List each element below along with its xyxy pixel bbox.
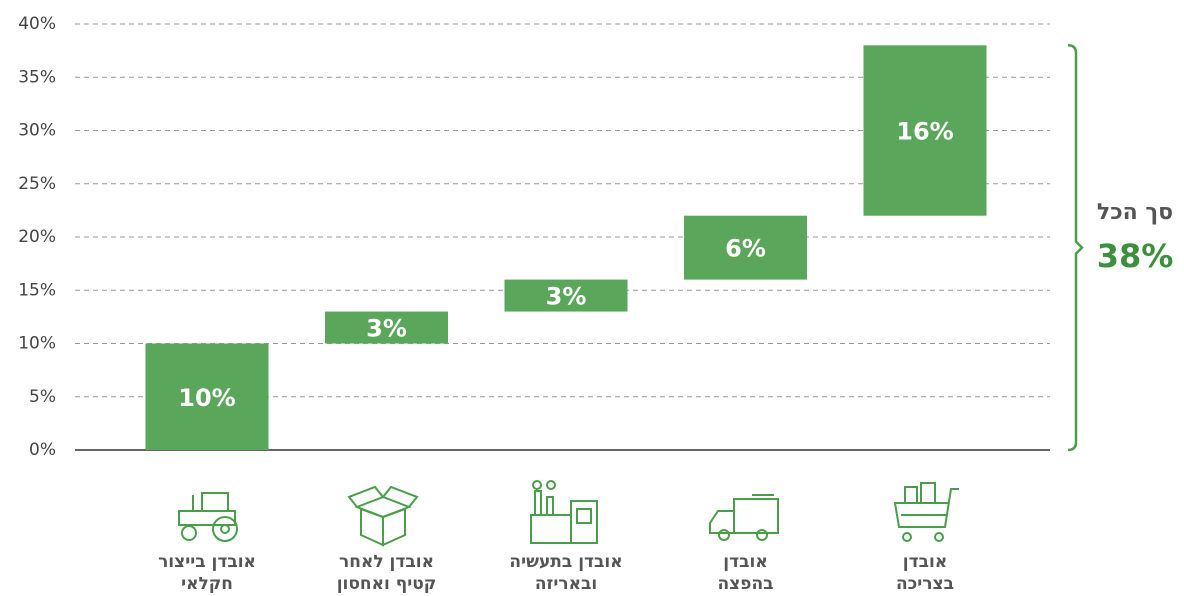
total-value: 38% (1097, 237, 1174, 275)
factory-icon (530, 480, 598, 544)
bar (684, 215, 807, 280)
x-tick-label: אובדן בייצור (158, 552, 256, 572)
box-icon (347, 485, 419, 547)
truck-icon (709, 494, 779, 541)
value-label: 16% (896, 118, 953, 146)
y-tick-label: 15% (18, 280, 56, 300)
bar (325, 311, 448, 344)
cart-icon (893, 482, 959, 542)
bar (504, 279, 628, 312)
x-tick-label: ובאריזה (535, 574, 597, 594)
y-tick-label: 5% (29, 387, 56, 407)
x-tick-label: אובדן בתעשיה (509, 552, 622, 572)
value-label: 3% (366, 315, 407, 343)
y-tick-label: 0% (29, 440, 56, 460)
x-tick-label: בהפצה (717, 574, 773, 594)
x-tick-label: אובדן (723, 552, 767, 572)
y-tick-label: 25% (18, 174, 56, 194)
total-label: סך הכל (1097, 200, 1173, 225)
x-tick-label: חקלאי (181, 574, 233, 594)
y-tick-label: 40% (18, 14, 56, 34)
x-tick-label: בצריכה (896, 574, 954, 594)
x-tick-label: קטיף ואחסון (337, 574, 437, 594)
value-label: 10% (178, 384, 235, 412)
y-tick-label: 30% (18, 121, 56, 141)
bar (145, 343, 269, 450)
tractor-icon (178, 492, 238, 542)
value-label: 3% (546, 283, 587, 311)
bar (863, 45, 987, 216)
value-label: 6% (725, 235, 766, 263)
total-bracket (1067, 44, 1084, 452)
icons (178, 480, 959, 547)
x-tick-label: אובדן (903, 552, 947, 572)
x-tick-label: אובדן לאחר (339, 552, 434, 572)
y-tick-label: 10% (18, 334, 56, 354)
y-tick-label: 20% (18, 227, 56, 247)
y-tick-label: 35% (18, 67, 56, 87)
